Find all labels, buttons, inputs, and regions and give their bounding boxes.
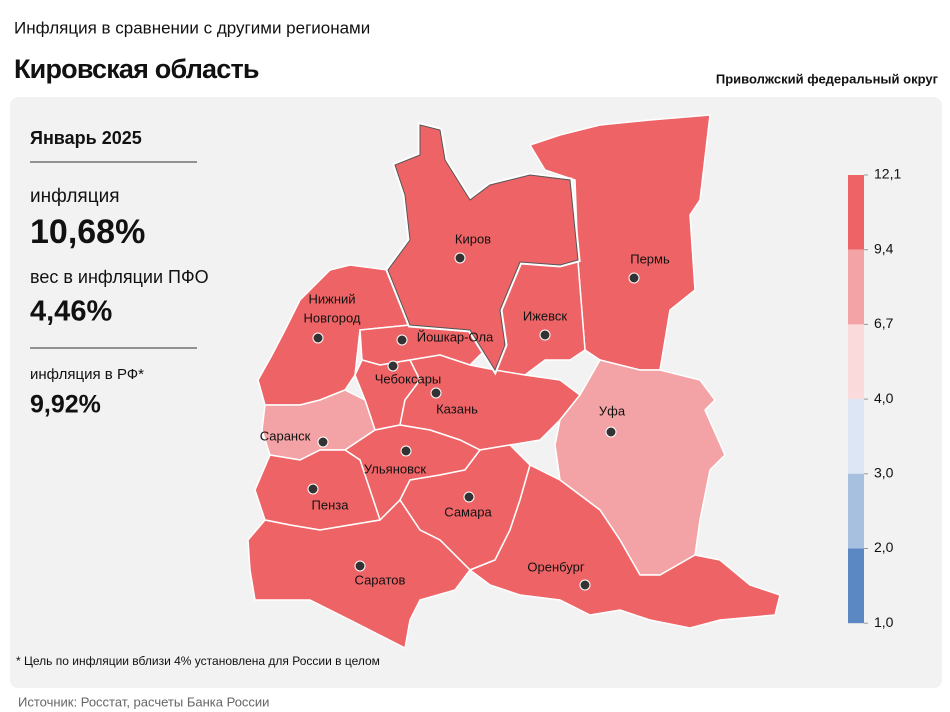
city-label: Уфа bbox=[599, 403, 626, 418]
map: Киров Пермь Ижевск Нижний Новгород Йошкар-Ола… bbox=[247, 114, 901, 650]
city-label: Саратов bbox=[355, 572, 406, 587]
city-label: Новгород bbox=[304, 310, 361, 325]
legend-bin bbox=[848, 249, 864, 325]
region bbox=[468, 463, 781, 629]
city-dot bbox=[307, 483, 319, 495]
legend-tick-label: 12,1 bbox=[874, 166, 901, 182]
period: Январь 2025 bbox=[30, 128, 142, 148]
city-dot bbox=[454, 252, 466, 264]
legend-bin bbox=[848, 175, 864, 250]
city-label: Пенза bbox=[312, 497, 350, 512]
weight-label: вес в инфляции ПФО bbox=[30, 267, 209, 287]
rf-label: инфляция в РФ* bbox=[30, 366, 144, 383]
city-dot bbox=[579, 579, 591, 591]
city-dot bbox=[396, 334, 408, 346]
city-dot bbox=[463, 491, 475, 503]
region bbox=[387, 124, 579, 372]
region bbox=[247, 498, 471, 650]
city-label: Саранск bbox=[260, 428, 311, 443]
district: Приволжский федеральный округ bbox=[716, 71, 939, 86]
legend-tick-label: 2,0 bbox=[874, 539, 894, 555]
city-dot bbox=[317, 436, 329, 448]
city-label: Самара bbox=[444, 504, 492, 519]
city-label: Ижевск bbox=[523, 308, 568, 323]
city-label: Пермь bbox=[630, 251, 670, 266]
legend-tick-label: 1,0 bbox=[874, 614, 894, 630]
legend-tick-label: 3,0 bbox=[874, 465, 894, 481]
legend-tick-label: 6,7 bbox=[874, 315, 894, 331]
rf-value: 9,92% bbox=[30, 391, 101, 419]
city-label: Йошкар-Ола bbox=[417, 329, 494, 344]
city-dot bbox=[312, 332, 324, 344]
city-label: Казань bbox=[436, 401, 478, 416]
city-dot bbox=[628, 272, 640, 284]
source: Источник: Росстат, расчеты Банка России bbox=[18, 694, 269, 709]
city-dot bbox=[605, 426, 617, 438]
legend-bin bbox=[848, 399, 864, 474]
legend-bin bbox=[848, 473, 864, 549]
weight-value: 4,46% bbox=[30, 296, 112, 328]
city-label: Ульяновск bbox=[364, 461, 426, 476]
city-label: Оренбург bbox=[527, 559, 584, 574]
city-dot bbox=[430, 387, 442, 399]
title: Кировская область bbox=[14, 54, 259, 84]
subtitle: Инфляция в сравнении с другими регионами bbox=[14, 18, 370, 37]
legend-bin bbox=[848, 324, 864, 400]
legend-tick-label: 9,4 bbox=[874, 240, 894, 256]
city-dot bbox=[400, 445, 412, 457]
city-dot bbox=[539, 329, 551, 341]
region bbox=[399, 354, 582, 451]
city-label: Нижний bbox=[308, 291, 355, 306]
footnote: * Цель по инфляции вблизи 4% установлена… bbox=[16, 654, 380, 668]
city-dot bbox=[387, 360, 399, 372]
city-label: Чебоксары bbox=[375, 371, 442, 386]
legend-tick-label: 4,0 bbox=[874, 390, 894, 406]
legend-bin bbox=[848, 548, 864, 624]
city-dot bbox=[354, 560, 366, 572]
inflation-label: инфляция bbox=[30, 186, 119, 207]
city-label: Киров bbox=[455, 231, 491, 246]
inflation-value: 10,68% bbox=[30, 213, 145, 251]
